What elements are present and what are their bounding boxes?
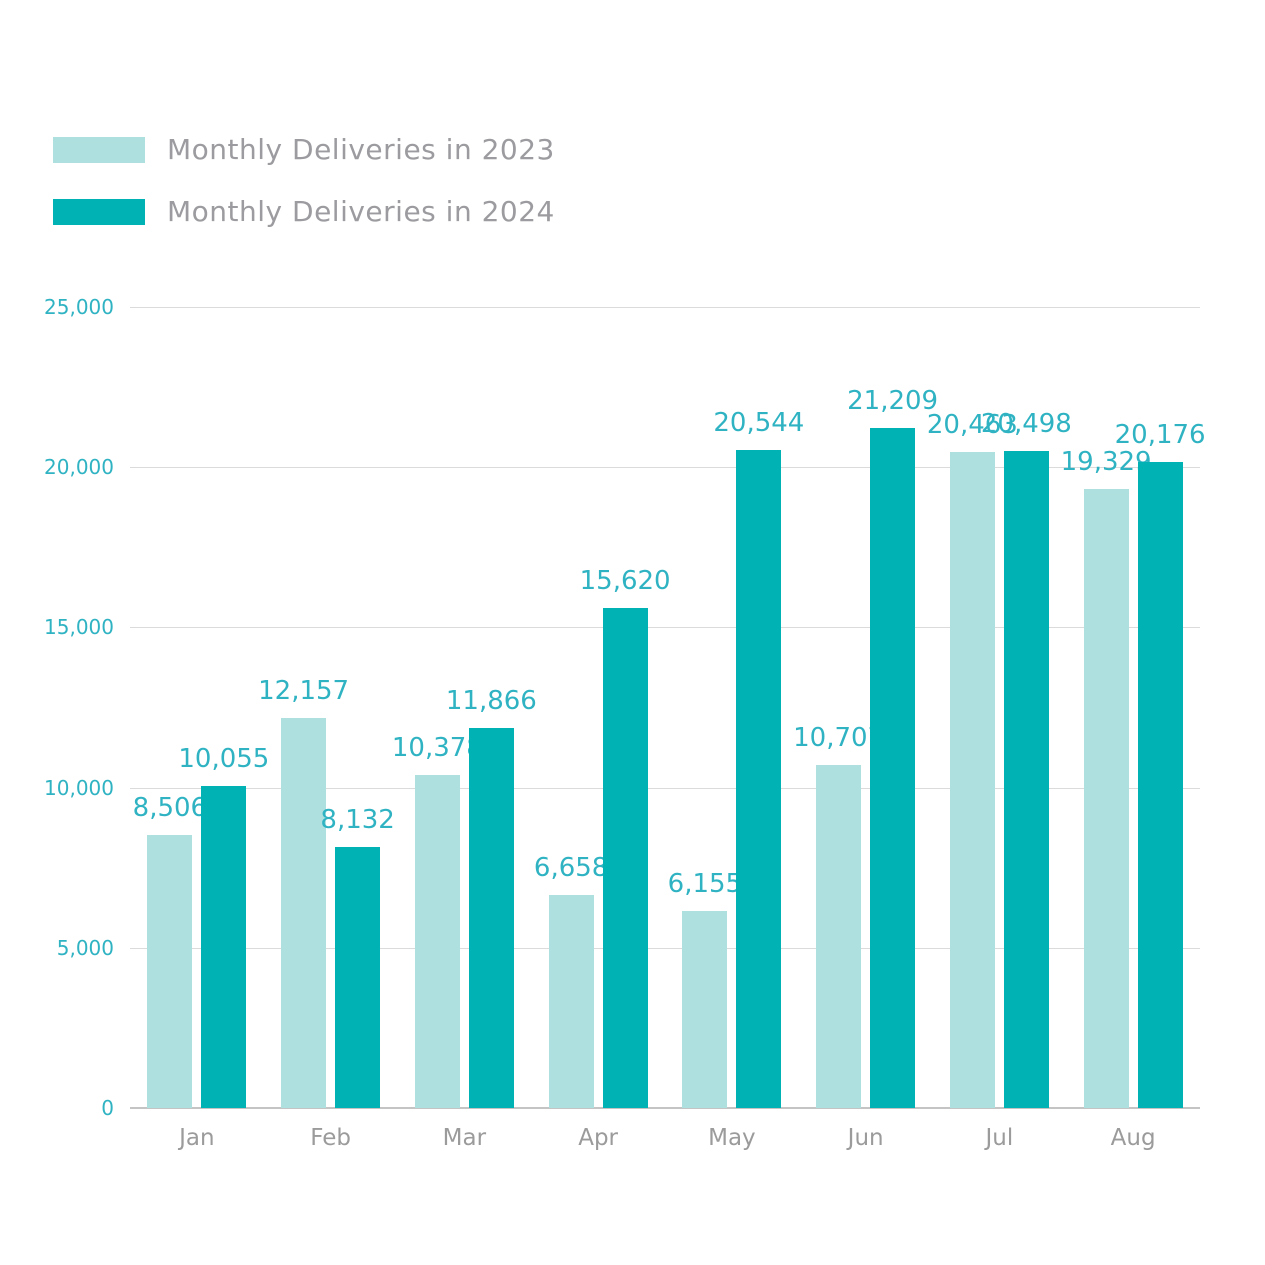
x-axis-tick-label: Jan: [179, 1125, 215, 1151]
x-axis-tick-label: Mar: [442, 1125, 487, 1151]
gridline: [130, 627, 1200, 629]
bar-value-label: 21,209: [847, 386, 939, 416]
bar-2024-mar: [468, 728, 514, 1108]
bar-value-label: 10,707: [793, 723, 885, 753]
bar-value-label: 11,866: [445, 686, 537, 716]
bar-2023-aug: [1083, 489, 1129, 1108]
x-axis-line: [130, 1107, 1200, 1109]
x-axis-tick-label: Jun: [847, 1125, 884, 1151]
bar-2023-jan: [147, 835, 193, 1108]
legend-swatch-2024: [53, 198, 145, 225]
bar-value-label: 10,055: [178, 744, 270, 774]
bar-value-label: 15,620: [579, 566, 671, 596]
bar-value-label: 8,132: [320, 805, 395, 835]
legend-item-2024: Monthly Deliveries in 2024: [53, 195, 555, 228]
gridline: [130, 787, 1200, 789]
bar-value-label: 6,155: [667, 869, 743, 899]
bar-value-label: 6,658: [533, 853, 609, 883]
gridline: [130, 307, 1200, 308]
x-axis-tick-label: Jul: [985, 1125, 1014, 1151]
legend-label-2023: Monthly Deliveries in 2023: [167, 133, 555, 166]
bar-2024-aug: [1137, 462, 1183, 1108]
bar-value-label: 19,329: [1060, 447, 1152, 477]
y-axis-tick-label: 5,000: [56, 935, 114, 960]
bar-2024-feb: [335, 847, 381, 1108]
bar-value-label: 8,506: [132, 793, 208, 823]
legend-swatch-2023: [53, 136, 145, 163]
bar-value-label: 10,378: [391, 733, 483, 763]
bar-2023-mar: [414, 775, 460, 1108]
y-axis-tick-label: 0: [101, 1096, 114, 1120]
legend: Monthly Deliveries in 2023 Monthly Deliv…: [53, 133, 555, 228]
gridline: [130, 467, 1200, 469]
bar-2024-jul: [1003, 451, 1049, 1108]
bar-2023-apr: [548, 895, 594, 1108]
legend-label-2024: Monthly Deliveries in 2024: [167, 195, 555, 228]
gridline: [130, 947, 1200, 949]
y-axis-tick-label: 20,000: [44, 455, 114, 480]
y-axis-tick-label: 15,000: [44, 615, 114, 640]
x-axis-tick-label: Feb: [310, 1125, 351, 1151]
legend-item-2023: Monthly Deliveries in 2023: [53, 133, 555, 166]
bar-value-label: 20,176: [1114, 420, 1206, 450]
bar-2024-apr: [602, 608, 648, 1108]
bar-value-label: 20,498: [980, 409, 1072, 439]
x-axis-tick-label: Aug: [1110, 1125, 1156, 1151]
x-axis-tick-label: May: [708, 1125, 756, 1151]
bar-2023-feb: [281, 718, 327, 1108]
bar-2023-jul: [949, 452, 995, 1108]
bar-2024-jun: [870, 428, 916, 1108]
bar-2023-jun: [816, 765, 862, 1108]
bar-2024-may: [736, 450, 782, 1108]
y-axis-tick-label: 10,000: [44, 775, 114, 800]
bar-2024-jan: [201, 786, 247, 1108]
bar-value-label: 20,463: [926, 410, 1018, 440]
y-axis-tick-label: 25,000: [44, 295, 114, 319]
bar-2023-may: [682, 911, 728, 1108]
bar-value-label: 12,157: [258, 676, 350, 706]
bar-value-label: 20,544: [713, 408, 805, 438]
x-axis-tick-label: Apr: [578, 1125, 619, 1151]
